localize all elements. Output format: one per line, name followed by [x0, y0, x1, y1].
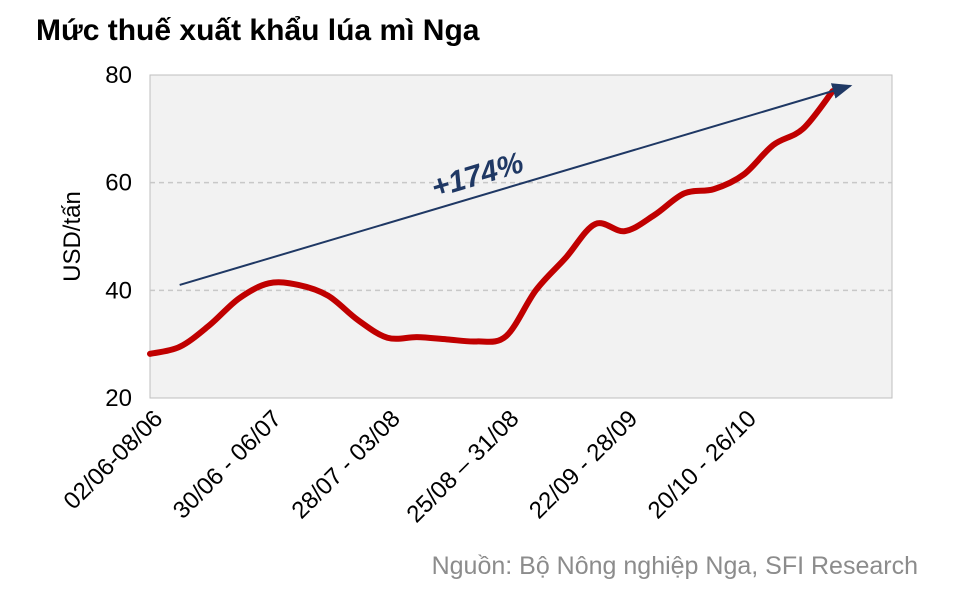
series-line — [147, 88, 836, 357]
y-tick-label: 20 — [105, 385, 132, 412]
x-axis-ticks: 02/06-08/06 30/06 - 06/07 28/07 - 03/0825/… — [59, 405, 762, 528]
y-tick-label: 40 — [105, 277, 132, 304]
x-tick-label: 30/06 - 06/07 — [168, 405, 287, 524]
x-tick-label: 20/10 - 26/10 — [643, 405, 762, 524]
chart-title: Mức thuế xuất khẩu lúa mì Nga — [36, 14, 480, 47]
y-tick-label: 60 — [105, 170, 132, 197]
y-axis-ticks: 20 40 60 80 — [105, 62, 132, 412]
series-layer — [147, 88, 836, 357]
x-tick-label: 25/08 – 31/08 — [401, 405, 524, 528]
plot-area — [149, 74, 893, 399]
x-tick-label: 28/07 - 03/08 — [287, 405, 406, 524]
y-axis-label: USD/tấn — [59, 191, 86, 282]
trend-arrow — [179, 83, 853, 286]
y-tick-label: 80 — [105, 62, 132, 89]
source-note: Nguồn: Bộ Nông nghiệp Nga, SFI Research — [431, 552, 918, 580]
x-tick-label: 22/09 - 28/09 — [524, 405, 643, 524]
x-tick-label: 02/06-08/06 — [59, 405, 169, 515]
